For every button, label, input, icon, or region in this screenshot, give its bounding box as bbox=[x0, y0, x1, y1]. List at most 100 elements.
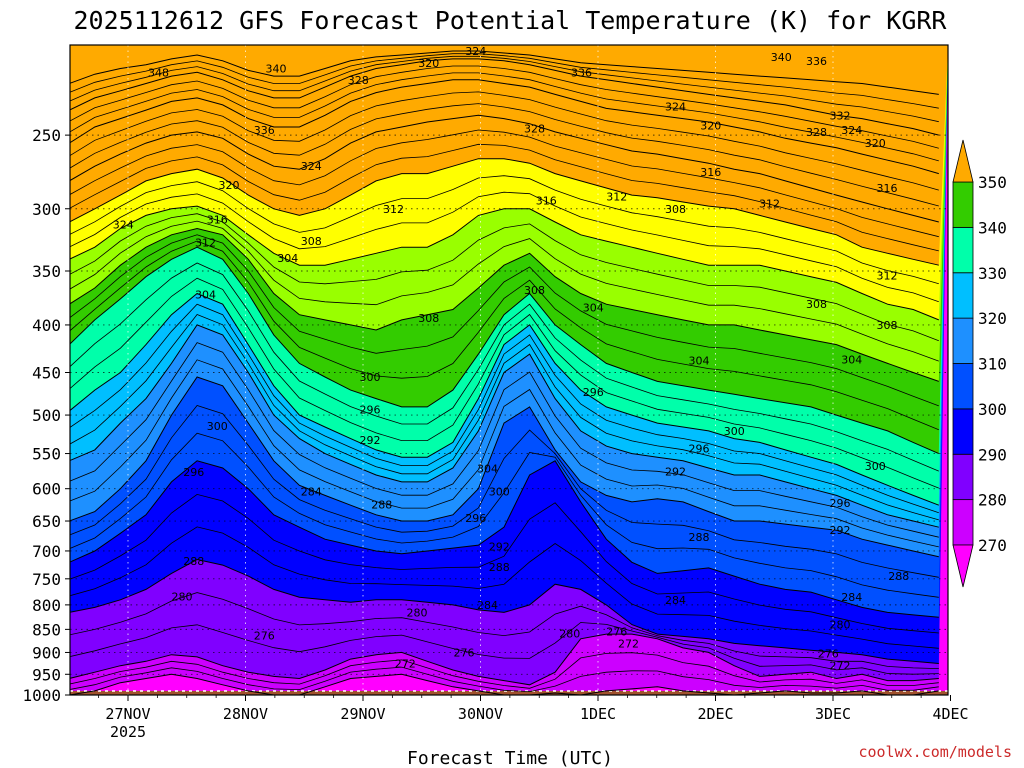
y-tick-label: 750 bbox=[32, 570, 61, 589]
contour-label: 324 bbox=[113, 219, 134, 232]
contour-label: 340 bbox=[771, 51, 792, 64]
contour-label: 320 bbox=[865, 137, 886, 150]
contour-label: 276 bbox=[254, 629, 275, 642]
y-axis: 250 300 350 400 450 500 550 600 650 700 750 800 850 9… bbox=[22, 126, 70, 705]
isentrope-335 bbox=[70, 58, 939, 136]
isentrope-290 bbox=[70, 376, 939, 558]
isentrope-325 bbox=[70, 114, 939, 223]
isentrope-secondary bbox=[70, 592, 939, 669]
isentrope-secondary bbox=[70, 55, 939, 123]
y-tick-label: 500 bbox=[32, 406, 61, 425]
contour-label: 288 bbox=[371, 499, 392, 512]
contour-label: 296 bbox=[183, 466, 204, 479]
isentrope-secondary bbox=[70, 143, 939, 252]
contour-label: 320 bbox=[418, 57, 439, 70]
contour-label: 304 bbox=[689, 355, 710, 368]
x-axis-title: Forecast Time (UTC) bbox=[407, 748, 613, 768]
contour-label: 320 bbox=[700, 119, 721, 132]
contour-label: 276 bbox=[818, 647, 839, 660]
band-340 bbox=[70, 45, 948, 95]
isentrope-secondary bbox=[70, 303, 939, 514]
colorbar-label: 270 bbox=[978, 536, 1007, 555]
colorbar: 270 280 290 300 310 320 330 340 350 bbox=[952, 139, 1007, 588]
contour-label: 284 bbox=[477, 599, 498, 612]
colorbar-high-arrow bbox=[952, 139, 974, 183]
isentrope-340 bbox=[70, 50, 939, 95]
isentrope-285 bbox=[70, 460, 939, 618]
contour-label: 300 bbox=[489, 485, 510, 498]
contour-label: 280 bbox=[172, 591, 193, 604]
contour-label: 292 bbox=[489, 540, 510, 553]
colorbar-segment bbox=[952, 181, 974, 228]
theta-bands bbox=[70, 45, 948, 695]
isentrope-secondary bbox=[70, 652, 939, 689]
contour-label: 336 bbox=[571, 66, 592, 79]
contour-label: 304 bbox=[477, 463, 498, 476]
colorbar-label: 310 bbox=[978, 355, 1007, 374]
contour-label: 284 bbox=[301, 485, 322, 498]
isentrope-secondary bbox=[70, 526, 939, 649]
colorbar-label: 330 bbox=[978, 264, 1007, 283]
contour-label: 272 bbox=[395, 658, 416, 671]
contour-label: 324 bbox=[665, 101, 686, 114]
contour-label: 300 bbox=[207, 420, 228, 433]
contour-label: 304 bbox=[277, 252, 298, 265]
isentrope-secondary bbox=[70, 240, 939, 431]
y-tick-label: 250 bbox=[32, 126, 61, 145]
isentrope-secondary bbox=[70, 432, 939, 598]
contour-label: 296 bbox=[830, 497, 851, 510]
x-tick-label: 1DEC bbox=[580, 705, 616, 723]
contour-label: 304 bbox=[195, 289, 216, 302]
contour-label: 308 bbox=[806, 298, 827, 311]
contour-label: 308 bbox=[301, 235, 322, 248]
contour-label: 324 bbox=[301, 160, 322, 173]
contour-label: 316 bbox=[536, 195, 557, 208]
isentrope-secondary bbox=[70, 72, 939, 162]
isentrope-secondary bbox=[70, 622, 939, 675]
colorbar-label: 280 bbox=[978, 491, 1007, 510]
colorbar-segment bbox=[952, 226, 974, 274]
contour-label: 284 bbox=[665, 594, 686, 607]
colorbar-segment bbox=[952, 453, 974, 501]
x-tick-label: 30NOV bbox=[458, 705, 503, 723]
contour-label: 280 bbox=[407, 606, 428, 619]
contour-label: 280 bbox=[559, 628, 580, 641]
contour-label: 324 bbox=[841, 124, 862, 137]
contour-label: 312 bbox=[606, 190, 627, 203]
contour-label: 288 bbox=[183, 555, 204, 568]
y-tick-label: 900 bbox=[32, 643, 61, 662]
isentrope-secondary bbox=[70, 342, 939, 538]
isentrope-secondary bbox=[70, 91, 939, 191]
contour-label: 276 bbox=[454, 646, 475, 659]
colorbar-segment bbox=[952, 272, 974, 319]
isentrope-lines bbox=[70, 50, 940, 695]
y-tick-label: 300 bbox=[32, 200, 61, 219]
contour-label: 280 bbox=[830, 619, 851, 632]
contour-label: 304 bbox=[841, 354, 862, 367]
colorbar-label: 320 bbox=[978, 309, 1007, 328]
isentrope-305 bbox=[70, 246, 940, 455]
contour-label: 336 bbox=[254, 124, 275, 137]
contour-label: 292 bbox=[360, 434, 381, 447]
contour-label: 320 bbox=[219, 179, 240, 192]
contour-label: 316 bbox=[700, 166, 721, 179]
isentrope-270 bbox=[70, 673, 939, 695]
colorbar-segment bbox=[952, 499, 974, 546]
colorbar-segment bbox=[952, 408, 974, 455]
isentrope-300 bbox=[70, 292, 939, 506]
ground-fill bbox=[70, 690, 948, 695]
contour-label: 328 bbox=[524, 123, 545, 136]
isentrope-secondary bbox=[70, 53, 939, 109]
x-tick-label: 4DEC bbox=[932, 705, 968, 723]
grid-lines bbox=[70, 45, 948, 695]
x-tick-label: 2DEC bbox=[697, 705, 733, 723]
y-tick-label: 350 bbox=[32, 262, 61, 281]
contour-label: 328 bbox=[806, 126, 827, 139]
isentrope-320 bbox=[70, 158, 939, 266]
colorbar-label: 290 bbox=[978, 445, 1007, 464]
isentrope-secondary bbox=[70, 314, 939, 521]
